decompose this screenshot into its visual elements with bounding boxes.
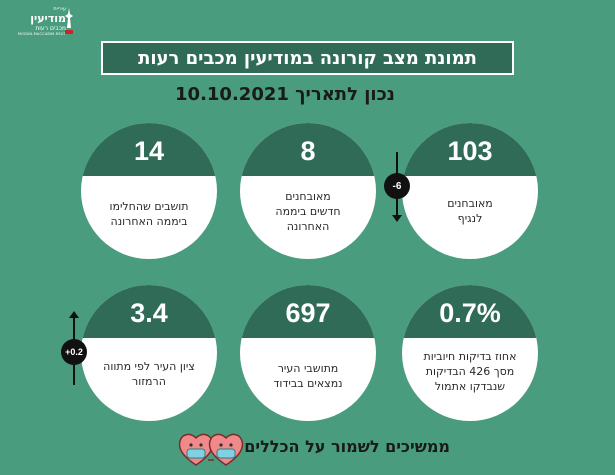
municipality-logo: עיריית מודיעין מכבים רעות MODIIN-MACCABI… [4, 6, 74, 36]
card-value: 103 [447, 136, 493, 166]
logo-line-1: עיריית [53, 6, 66, 12]
card-label: אחוז בדיקות חיוביות מסך 426 הבדיקות שנבד… [423, 350, 517, 393]
date-line: נכון לתאריך 10.10.2021 [175, 84, 395, 105]
card-isolation: 697 מתושבי העיר נמצאים בבידוד [240, 285, 376, 421]
card-city-score: 3.4 ציון העיר לפי מתווה הרמזור [81, 285, 217, 421]
logo-line-4: MODIIN-MACCABIM-REUT [17, 32, 66, 36]
logo-emblem-icon [65, 8, 73, 34]
card-total-diagnosed: 103 מאובחנים לנגיף [402, 123, 538, 259]
card-value: 3.4 [130, 298, 168, 328]
card-value: 0.7% [439, 298, 501, 328]
card-recovered: 14 תושבים שהחלימו ביממה האחרונה [81, 123, 217, 259]
card-positive-rate: 0.7% אחוז בדיקות חיוביות מסך 426 הבדיקות… [402, 285, 538, 421]
logo-line-3: מכבים רעות [35, 25, 66, 32]
card-value: 697 [285, 298, 331, 328]
card-new-diagnosed: 8 מאובחנים חדשים ביממה האחרונה [240, 123, 376, 259]
card-value: 14 [133, 136, 165, 166]
card-label: ציון העיר לפי מתווה הרמזור [103, 360, 195, 388]
card-value: 8 [300, 136, 316, 166]
card-label: מתושבי העיר נמצאים בבידוד [273, 362, 343, 390]
logo-line-2: מודיעין [30, 12, 66, 25]
diagnosed-change-badge: -6 [384, 173, 410, 199]
card-label: מאובחנים חדשים ביממה האחרונה [275, 190, 341, 233]
page-title: תמונת מצב קורונה במודיעין מכבים רעות [101, 41, 514, 75]
card-label: מאובחנים לנגיף [447, 197, 493, 225]
card-label: תושבים שהחלימו ביממה האחרונה [109, 200, 189, 228]
footer-message: ממשיכים לשמור על הכללים [244, 437, 450, 456]
score-change-badge: +0.2 [61, 339, 87, 365]
hearts-mask-icon [178, 430, 246, 472]
